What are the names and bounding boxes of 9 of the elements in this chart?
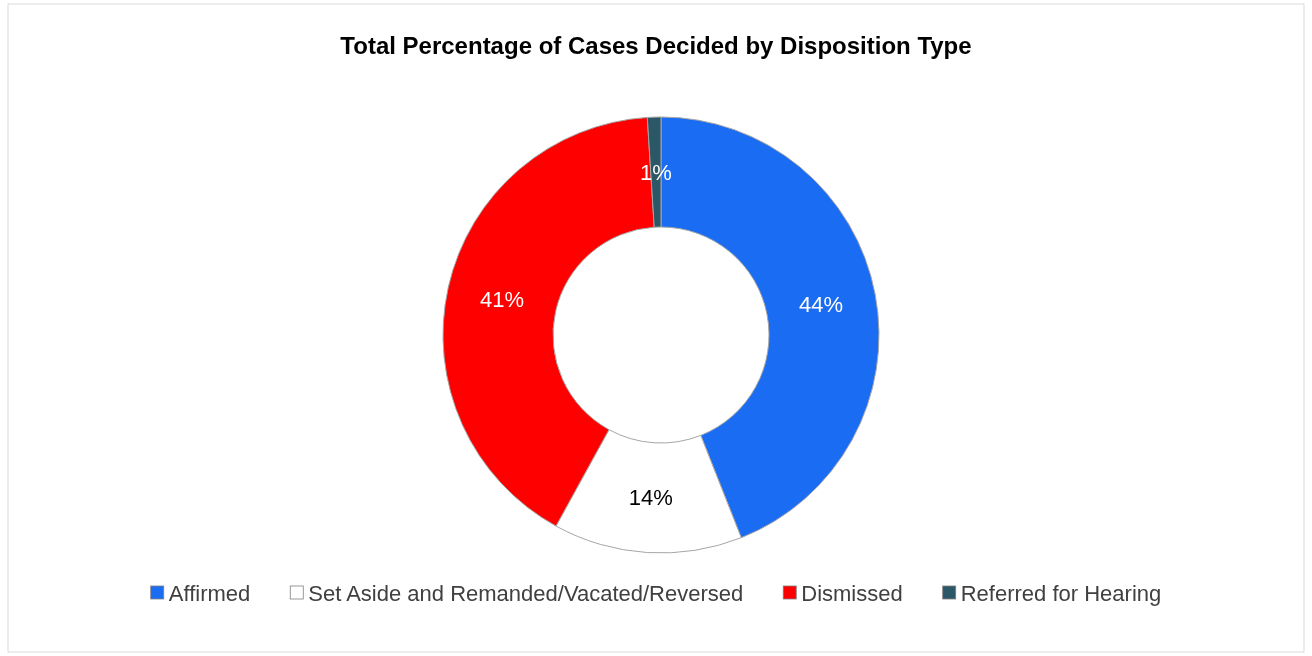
data-label: 1% — [639, 159, 672, 185]
legend-label: Dismissed — [801, 580, 903, 606]
slice-label: Set Aside and Remanded/Vacated/Reversed — [308, 580, 744, 606]
data-label: 44% — [799, 291, 844, 317]
legend-label: Affirmed — [168, 580, 251, 606]
data-label: 14% — [628, 485, 673, 511]
legend-label: Referred for Hearing — [960, 580, 1162, 606]
chart-title: Total Percentage of Cases Decided by Disposition Type — [340, 32, 972, 59]
data-label: 41% — [479, 286, 524, 312]
